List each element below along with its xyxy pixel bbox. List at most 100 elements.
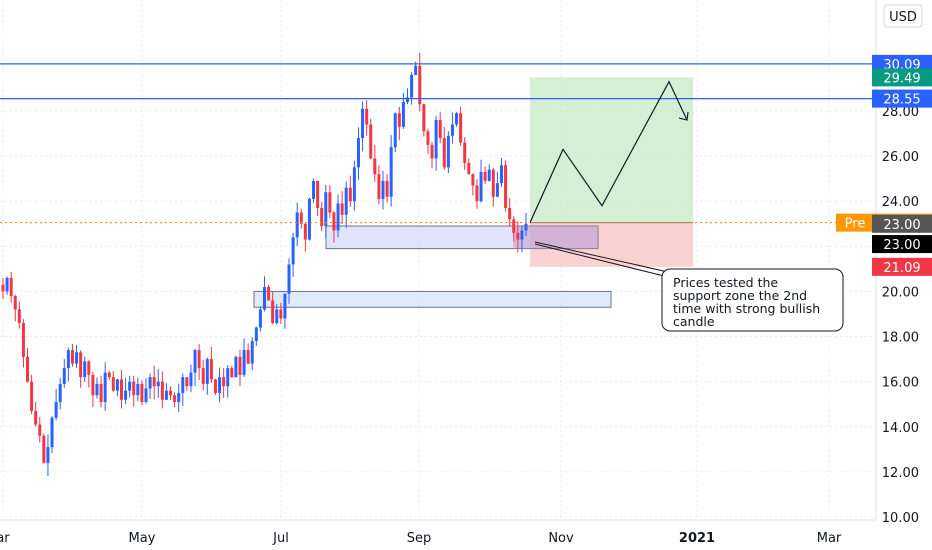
candle-body — [87, 361, 91, 375]
annotation-callout[interactable]: Prices tested the support zone the 2nd t… — [534, 241, 844, 332]
candle-body — [303, 223, 307, 240]
candle-body — [21, 323, 25, 357]
candle-body — [332, 212, 336, 231]
callout-pointer — [534, 241, 669, 273]
candle-body — [140, 383, 144, 402]
candle-body — [406, 97, 410, 102]
candle-body — [99, 383, 103, 402]
candle-body — [361, 108, 365, 139]
annotation-line-4: candle — [673, 314, 715, 329]
candle-body — [283, 293, 287, 319]
candle-body — [185, 377, 189, 387]
y-tick-label: 18.00 — [882, 331, 919, 346]
candle-body — [299, 212, 303, 224]
candle-body — [520, 230, 524, 240]
candle-body — [287, 264, 291, 294]
price-tag — [872, 214, 932, 233]
candle-body — [328, 192, 332, 213]
currency-button[interactable] — [883, 4, 923, 28]
candle-body — [442, 138, 446, 168]
candle-body — [169, 390, 173, 396]
price-axis: USD 10.0012.0014.0016.0018.0020.0022.002… — [0, 0, 923, 526]
candle-body — [148, 377, 152, 389]
zones — [253, 77, 693, 308]
candles — [1, 52, 528, 476]
candle-body — [414, 65, 418, 75]
candle-body — [459, 113, 463, 143]
price-tag — [872, 257, 932, 276]
candle-body — [17, 309, 21, 324]
drawings — [0, 63, 876, 224]
candle-body — [42, 435, 46, 463]
price-tag-label: 29.49 — [883, 71, 920, 86]
candle-body — [13, 295, 17, 310]
candle-body — [177, 392, 181, 402]
candle-body — [83, 361, 87, 378]
callout-pointer-2 — [534, 243, 669, 278]
y-tick-label: 20.00 — [882, 285, 919, 300]
candle-body — [119, 379, 123, 400]
pre-tag-label: Pre — [845, 217, 866, 232]
candle-body — [234, 356, 238, 378]
candle-body — [5, 277, 9, 292]
time-axis: ar May Jul Sep Nov 2021 Mar — [0, 531, 842, 546]
candle-body — [516, 232, 520, 240]
y-tick-label: 12.00 — [882, 466, 919, 481]
candle-body — [271, 300, 275, 324]
candle-body — [450, 124, 454, 136]
candle-body — [156, 381, 160, 387]
candle-body — [136, 383, 140, 396]
candle-body — [312, 180, 316, 199]
pre-tag — [836, 213, 872, 232]
candle-body — [316, 180, 320, 208]
candle-body — [471, 174, 475, 186]
candle-body — [524, 223, 528, 231]
candle-body — [324, 192, 328, 227]
candle-body — [242, 350, 246, 375]
support-overlap — [513, 226, 598, 249]
x-tick-label: 2021 — [679, 531, 715, 546]
annotation-line-2: support zone the 2nd — [673, 288, 807, 303]
candle-body — [95, 383, 99, 396]
y-tick-label: 16.00 — [882, 376, 919, 391]
annotation-line-3: time with strong bullish — [673, 301, 820, 316]
candle-body — [30, 381, 34, 411]
target-zone — [530, 77, 693, 223]
candle-body — [291, 237, 295, 265]
candle-body — [205, 359, 209, 384]
candle-body — [307, 198, 311, 240]
candle-body — [377, 174, 381, 199]
candle-body — [263, 286, 266, 310]
candle-body — [250, 341, 254, 364]
candle-body — [463, 142, 467, 163]
price-tag-label: 23.00 — [883, 238, 920, 253]
candle-body — [487, 169, 491, 181]
candle-body — [26, 356, 30, 382]
candle-body — [340, 203, 344, 215]
candle-body — [344, 187, 348, 215]
candle-body — [373, 158, 377, 175]
candle-body — [160, 381, 164, 400]
y-tick-label: 26.00 — [882, 150, 919, 165]
price-tag — [872, 235, 932, 254]
y-tick-label: 14.00 — [882, 421, 919, 436]
candle-body — [115, 379, 119, 391]
candle-body — [491, 169, 495, 197]
candle-body — [226, 368, 230, 387]
candle-body — [152, 377, 156, 387]
candle-body — [348, 187, 352, 202]
candle-body — [422, 104, 426, 132]
currency-label: USD — [889, 10, 917, 25]
price-tag — [872, 54, 932, 73]
candle-body — [111, 377, 115, 391]
candle-body — [393, 113, 397, 148]
x-tick-label: Sep — [407, 531, 432, 546]
candle-body — [254, 327, 258, 342]
candle-body — [508, 207, 512, 220]
candle-body — [512, 219, 516, 233]
candle-body — [107, 372, 111, 378]
candle-body — [426, 131, 430, 145]
candle-body — [70, 350, 74, 364]
